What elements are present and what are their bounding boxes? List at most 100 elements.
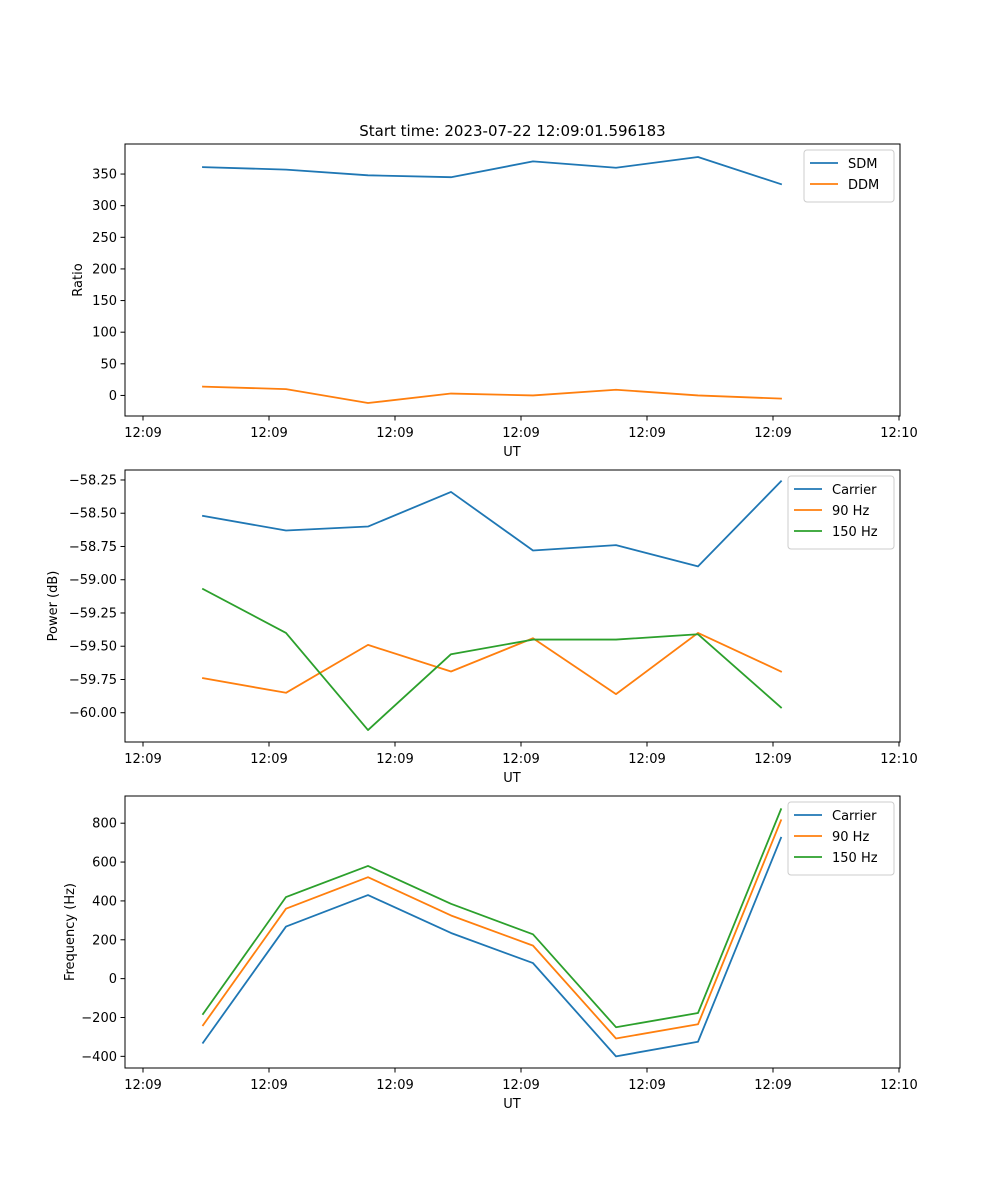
data-point [531,638,535,642]
data-point [201,514,205,518]
plot-area-frame [124,469,901,743]
data-point [779,836,783,840]
legend-label: 90 Hz [832,504,869,519]
data-point [614,1025,618,1029]
x-axis-label: UT [503,1097,521,1112]
data-point [366,728,370,732]
legend-label: 90 Hz [832,830,869,845]
legend-label: Carrier [832,483,877,498]
data-point [614,692,618,696]
y-tick-label: 150 [92,294,117,309]
data-point [779,182,783,186]
data-point [696,1011,700,1015]
data-point [366,643,370,647]
y-tick-label: −59.75 [69,673,117,688]
data-point [696,564,700,568]
plot-area-frame [124,795,901,1069]
y-tick-label: −59.00 [69,573,117,588]
data-point [614,1054,618,1058]
data-point [531,548,535,552]
data-point [366,893,370,897]
legend-label: 150 Hz [832,851,878,866]
y-tick-label: 0 [109,972,117,987]
chart-panel-3: 12:09 12:09 12:09 12:09 12:09 12:09 12:10 UT −40… [63,795,918,1112]
x-tick-label: 12:09 [376,426,413,441]
x-tick-label: 12:09 [502,1078,539,1093]
y-axis-label: Ratio [71,263,86,296]
data-point [366,864,370,868]
x-tick-label: 12:09 [502,426,539,441]
data-point [531,961,535,965]
y-tick-label: 200 [92,262,117,277]
y-tick-label: −58.25 [69,473,117,488]
data-point [614,638,618,642]
data-point [779,670,783,674]
y-tick-label: 100 [92,326,117,341]
y-tick-label: −200 [81,1011,117,1026]
y-tick-label: −400 [81,1050,117,1065]
y-tick-label: 50 [100,357,117,372]
series-line-90-hz [201,819,783,1040]
legend-label: DDM [848,178,879,193]
data-point [201,385,205,389]
figure-title: Start time: 2023-07-22 12:09:01.596183 [359,122,665,140]
data-point [449,175,453,179]
y-tick-label: 600 [92,856,117,871]
y-tick-label: −58.75 [69,540,117,555]
data-point [449,931,453,935]
data-point [366,875,370,879]
legend-label: Carrier [832,809,877,824]
series-line-90-hz [201,632,783,696]
data-point [779,705,783,709]
data-point [284,387,288,391]
data-point [779,397,783,401]
x-tick-label: 12:09 [250,426,287,441]
data-point [614,166,618,170]
y-tick-label: −58.50 [69,507,117,522]
x-tick-label: 12:09 [628,752,665,767]
chart-panel-1: 12:09 12:09 12:09 12:09 12:09 12:09 12:10 UT 0 50… [71,143,918,460]
data-point [449,913,453,917]
y-tick-label: −59.50 [69,640,117,655]
x-tick-label: 12:09 [754,426,791,441]
y-tick-label: −59.25 [69,606,117,621]
data-point [366,401,370,405]
data-point [201,165,205,169]
x-tick-label: 12:09 [124,752,161,767]
data-point [284,631,288,635]
legend: Carrier 90 Hz 150 Hz [787,475,895,550]
data-point [614,1036,618,1040]
series-line-sdm [202,156,783,186]
x-tick-label: 12:09 [628,1078,665,1093]
data-point [614,543,618,547]
x-tick-label: 12:09 [124,426,161,441]
data-point [449,392,453,396]
y-tick-label: 250 [92,231,117,246]
data-point [449,652,453,656]
y-tick-label: 200 [92,933,117,948]
data-point [696,155,700,159]
data-point [201,1012,205,1016]
x-tick-label: 12:09 [250,1078,287,1093]
data-point [696,632,700,636]
legend: Carrier 90 Hz 150 Hz [787,801,895,876]
y-tick-label: −60.00 [69,706,117,721]
series-line-carrier [201,480,783,568]
data-point [531,932,535,936]
data-point [531,393,535,397]
x-axis-label: UT [503,445,521,460]
data-point [779,807,783,811]
x-tick-label: 12:09 [754,1078,791,1093]
x-tick-label: 12:09 [250,752,287,767]
legend-label: SDM [848,157,877,172]
data-point [284,925,288,929]
y-tick-label: 0 [109,389,117,404]
x-tick-label: 12:09 [628,426,665,441]
y-tick-label: 350 [92,168,117,183]
x-tick-label: 12:09 [502,752,539,767]
x-tick-label: 12:09 [754,752,791,767]
data-point [284,895,288,899]
data-point [201,1041,205,1045]
data-point [614,388,618,392]
